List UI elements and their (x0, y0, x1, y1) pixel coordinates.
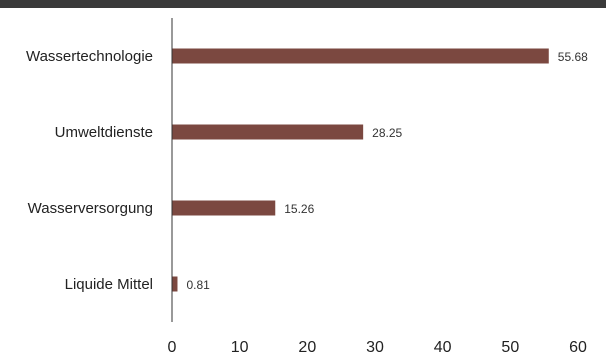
top-border-bar (0, 0, 606, 8)
value-label: 0.81 (186, 278, 210, 292)
value-label: 28.25 (372, 126, 402, 140)
value-label: 15.26 (284, 202, 314, 216)
x-tick-label: 30 (366, 339, 384, 356)
category-labels: Wassertechnologie Umweltdienste Wasservers… (26, 48, 153, 293)
x-tick-label: 0 (168, 339, 177, 356)
bar-wasserversorgung (172, 200, 276, 216)
category-label: Wassertechnologie (26, 48, 153, 65)
x-tick-label: 40 (434, 339, 452, 356)
x-tick-label: 20 (298, 339, 316, 356)
category-label: Umweltdienste (55, 124, 153, 141)
value-label: 55.68 (558, 50, 588, 64)
bar-liquide-mittel (172, 276, 178, 292)
x-tick-labels: 0 10 20 30 40 50 60 (168, 339, 587, 356)
bar-wassertechnologie (172, 48, 549, 64)
category-label: Liquide Mittel (65, 276, 153, 293)
value-labels: 55.68 28.25 15.26 0.81 (186, 50, 588, 292)
x-tick-label: 50 (501, 339, 519, 356)
category-label: Wasserversorgung (28, 200, 153, 217)
x-tick-label: 60 (569, 339, 587, 356)
bar-umweltdienste (172, 124, 364, 140)
bars-group (172, 48, 549, 292)
x-tick-label: 10 (231, 339, 249, 356)
